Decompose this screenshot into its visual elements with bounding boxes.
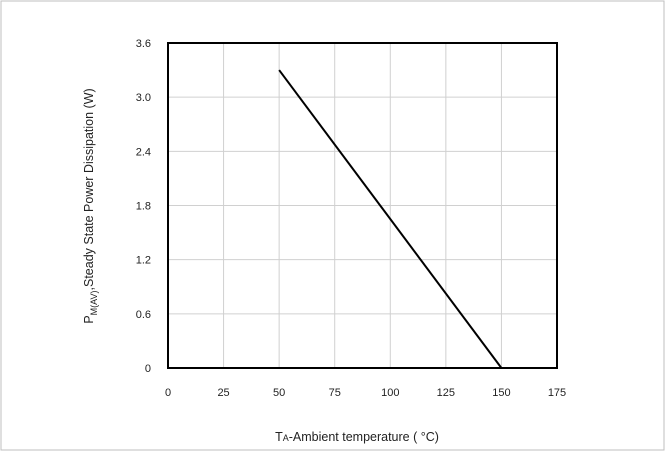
y-axis-title-rest: ,Steady State Power Dissipation (W) bbox=[82, 88, 96, 290]
series-layer bbox=[278, 69, 503, 369]
x-tick-label: 125 bbox=[437, 387, 455, 399]
x-axis-title-main: T bbox=[275, 430, 283, 444]
y-tick-label: 0.6 bbox=[136, 309, 151, 321]
y-tick-label: 3.0 bbox=[136, 92, 151, 104]
x-tick-label: 150 bbox=[492, 387, 510, 399]
y-axis-title: PM(AV),Steady State Power Dissipation (W… bbox=[82, 88, 99, 323]
x-tick-label: 50 bbox=[273, 387, 285, 399]
x-tick-label: 25 bbox=[217, 387, 229, 399]
y-axis-title-main: P bbox=[82, 315, 96, 323]
x-axis-title-subscript: A bbox=[283, 433, 289, 443]
y-tick-label: 2.4 bbox=[136, 146, 151, 158]
x-axis-title-rest: -Ambient temperature ( °C) bbox=[289, 430, 439, 444]
y-tick-label: 1.8 bbox=[136, 201, 151, 213]
x-tick-label: 0 bbox=[165, 387, 171, 399]
x-tick-label: 75 bbox=[329, 387, 341, 399]
x-tick-label: 100 bbox=[381, 387, 399, 399]
y-tick-label: 0 bbox=[145, 363, 151, 375]
y-tick-labels: 0 0.6 1.2 1.8 2.4 3.0 3.6 bbox=[136, 38, 151, 375]
series-line bbox=[278, 69, 503, 369]
y-axis-title-subscript: M(AV) bbox=[89, 290, 99, 315]
x-tick-label: 175 bbox=[548, 387, 566, 399]
y-tick-label: 1.2 bbox=[136, 255, 151, 267]
grid-lines bbox=[168, 43, 557, 368]
x-axis-title: TA-Ambient temperature ( °C) bbox=[275, 430, 439, 444]
plot-frame bbox=[167, 42, 558, 369]
y-tick-label: 3.6 bbox=[136, 38, 151, 50]
x-tick-labels: 0 25 50 75 100 125 150 175 bbox=[165, 387, 566, 399]
